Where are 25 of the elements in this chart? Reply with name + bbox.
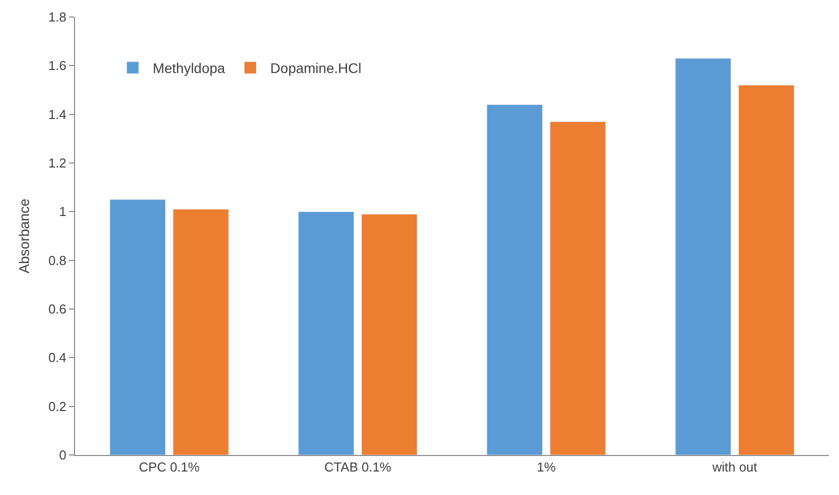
y-tick-label: 0.2 (48, 398, 66, 414)
y-tick-label: 1 (59, 204, 66, 220)
legend-label: Methyldopa (152, 60, 226, 76)
bar (172, 208, 229, 455)
x-tick-label: CTAB 0.1% (324, 460, 392, 475)
y-tick-label: 1.4 (48, 106, 66, 122)
bar (110, 199, 166, 455)
bar (550, 121, 606, 455)
y-tick-label: 1.2 (48, 156, 66, 171)
y-tick-label: 0.8 (48, 252, 66, 268)
bar (361, 214, 418, 455)
bar (738, 84, 794, 455)
y-tick-label: 0.4 (48, 350, 66, 366)
y-tick-label: 0 (59, 448, 66, 463)
y-tick-label: 1.8 (48, 10, 66, 25)
x-tick-label: 1% (536, 460, 556, 475)
bar (675, 58, 732, 455)
bar (298, 211, 354, 455)
legend-label: Dopamine.HCl (270, 60, 362, 76)
x-tick-label: CPC 0.1% (138, 460, 200, 475)
bar (486, 104, 543, 455)
y-tick-label: 0.6 (48, 302, 66, 317)
y-axis-title: Absorbance (16, 198, 32, 274)
y-tick-label: 1.6 (48, 58, 66, 74)
x-tick-label: with out (711, 460, 758, 475)
